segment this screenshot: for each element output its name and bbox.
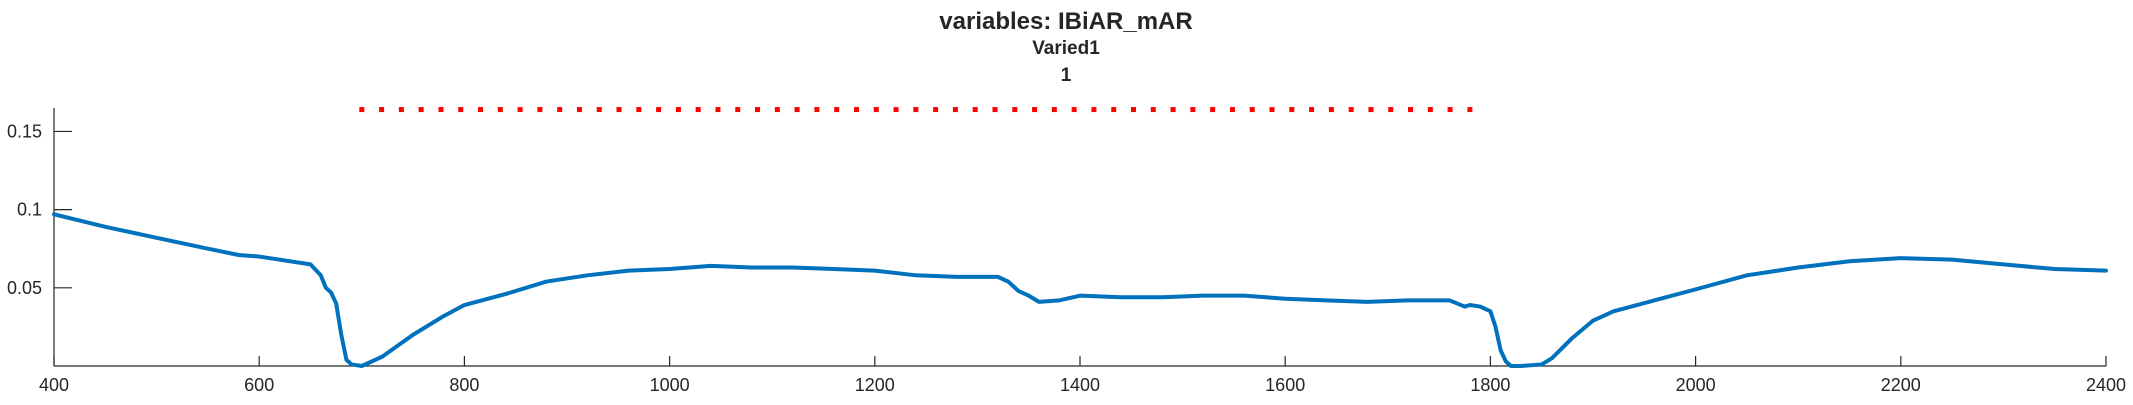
dotted-series-marker bbox=[774, 107, 780, 113]
plot-area: 400 600 800 1000 1200 1400 1600 1800 2000 2200 240… bbox=[7, 107, 2126, 395]
x-tick-label: 2000 bbox=[1676, 375, 1716, 395]
dotted-series-marker bbox=[794, 107, 800, 113]
dotted-series-marker bbox=[1289, 107, 1295, 113]
x-tick-label: 1400 bbox=[1060, 375, 1100, 395]
dotted-series-marker bbox=[1388, 107, 1394, 113]
dotted-series-marker bbox=[616, 107, 622, 113]
x-tick-label: 1800 bbox=[1470, 375, 1510, 395]
x-tick-label: 2400 bbox=[2086, 375, 2126, 395]
dotted-series-marker bbox=[497, 107, 503, 113]
dotted-series-marker bbox=[715, 107, 721, 113]
dotted-series-marker bbox=[873, 107, 879, 113]
dotted-series-marker bbox=[379, 107, 385, 113]
dotted-series-marker bbox=[1249, 107, 1255, 113]
dotted-series-marker bbox=[1348, 107, 1354, 113]
dotted-series-marker bbox=[656, 107, 662, 113]
dotted-series-marker bbox=[517, 107, 523, 113]
x-tick-label: 400 bbox=[39, 375, 69, 395]
dotted-series-marker bbox=[636, 107, 642, 113]
dotted-series-marker bbox=[1408, 107, 1414, 113]
dotted-series-marker bbox=[1190, 107, 1196, 113]
dotted-series-marker bbox=[1051, 107, 1057, 113]
dotted-series-marker bbox=[893, 107, 899, 113]
dotted-series-marker bbox=[735, 107, 741, 113]
dotted-series-marker bbox=[913, 107, 919, 113]
dotted-series-marker bbox=[853, 107, 859, 113]
dotted-series-marker bbox=[418, 107, 424, 113]
x-tick-label: 2200 bbox=[1881, 375, 1921, 395]
x-tick-label: 600 bbox=[244, 375, 274, 395]
dotted-series-marker bbox=[1447, 107, 1453, 113]
dotted-series-marker bbox=[1032, 107, 1038, 113]
dotted-series-marker bbox=[1368, 107, 1374, 113]
dotted-series-marker bbox=[478, 107, 484, 113]
dotted-series-marker bbox=[1170, 107, 1176, 113]
dotted-series-marker bbox=[438, 107, 444, 113]
dotted-series-marker bbox=[359, 107, 365, 113]
dotted-series-marker bbox=[755, 107, 761, 113]
dotted-series-marker bbox=[1309, 107, 1315, 113]
dotted-series-marker bbox=[972, 107, 978, 113]
dotted-series-marker bbox=[1071, 107, 1077, 113]
dotted-series-marker bbox=[675, 107, 681, 113]
chart-subtitle-line-1: Varied1 bbox=[1032, 38, 1100, 59]
chart-subtitle-line-2: 1 bbox=[1061, 65, 1072, 86]
x-tick-label: 800 bbox=[449, 375, 479, 395]
dotted-series-marker bbox=[1012, 107, 1018, 113]
dotted-series-marker bbox=[557, 107, 563, 113]
dotted-series-marker bbox=[1210, 107, 1216, 113]
dotted-series-marker bbox=[1150, 107, 1156, 113]
y-tick-label: 0.1 bbox=[17, 200, 42, 220]
y-tick-label: 0.05 bbox=[7, 278, 42, 298]
dotted-series-marker bbox=[1328, 107, 1334, 113]
dotted-series-marker bbox=[952, 107, 958, 113]
dotted-series-marker bbox=[1091, 107, 1097, 113]
dotted-series-marker bbox=[1427, 107, 1433, 113]
dotted-series-marker bbox=[992, 107, 998, 113]
series-line-1 bbox=[52, 212, 2108, 368]
dotted-series-marker bbox=[1111, 107, 1117, 113]
dotted-series-marker bbox=[537, 107, 543, 113]
dotted-series-markers bbox=[359, 107, 1473, 113]
x-tick-label: 1200 bbox=[855, 375, 895, 395]
dotted-series-marker bbox=[458, 107, 464, 113]
dotted-series-marker bbox=[1467, 107, 1473, 113]
dotted-series-marker bbox=[814, 107, 820, 113]
dotted-series-marker bbox=[695, 107, 701, 113]
dotted-series-marker bbox=[1269, 107, 1275, 113]
dotted-series-marker bbox=[1229, 107, 1235, 113]
y-tick-label: 0.15 bbox=[7, 121, 42, 141]
dotted-series-marker bbox=[834, 107, 840, 113]
x-tick-label: 1600 bbox=[1265, 375, 1305, 395]
chart-title: variables: IBiAR_mAR bbox=[939, 8, 1192, 35]
dotted-series-marker bbox=[596, 107, 602, 113]
dotted-series-marker bbox=[1130, 107, 1136, 113]
dotted-series-marker bbox=[933, 107, 939, 113]
x-tick-label: 1000 bbox=[650, 375, 690, 395]
dotted-series-marker bbox=[398, 107, 404, 113]
dotted-series-marker bbox=[576, 107, 582, 113]
